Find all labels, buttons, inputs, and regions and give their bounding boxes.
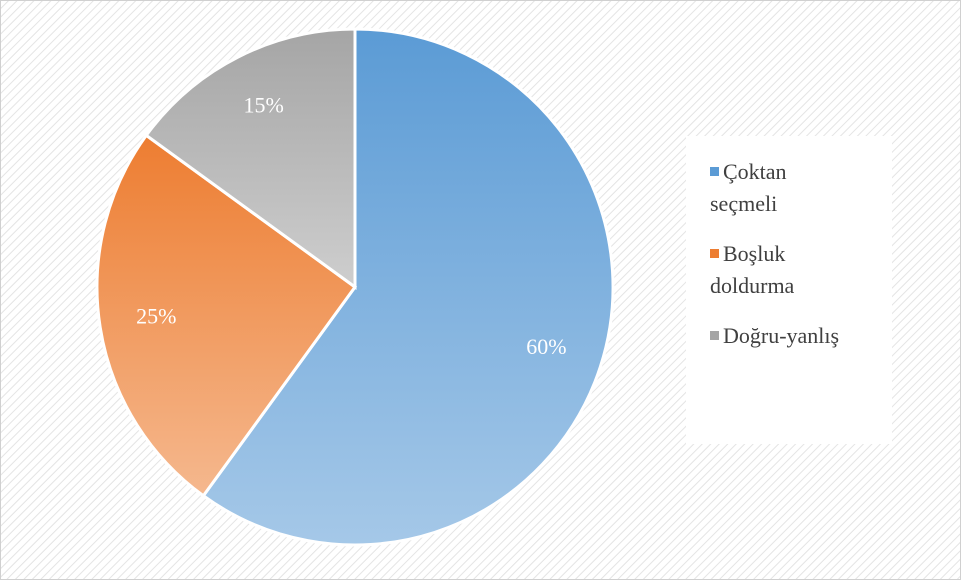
- legend-item: Çoktan seçmeli: [708, 156, 850, 220]
- legend-swatch: [710, 331, 719, 340]
- legend-swatch: [710, 167, 719, 176]
- legend-item: Doğru-yanlış: [708, 320, 850, 352]
- legend-label: Boşluk doldurma: [710, 241, 795, 298]
- pie-slice: [201, 27, 615, 547]
- slice-label: 60%: [526, 334, 566, 359]
- pie-slice: [95, 133, 358, 498]
- legend-label: Çoktan seçmeli: [710, 159, 787, 216]
- legend: Çoktan seçmeli Boşluk doldurma Doğru-yanlı…: [686, 136, 892, 444]
- pie-slice: [144, 27, 357, 290]
- slice-label: 15%: [243, 93, 283, 118]
- slice-label: 25%: [136, 304, 176, 329]
- legend-swatch: [710, 249, 719, 258]
- legend-item: Boşluk doldurma: [708, 238, 850, 302]
- legend-label: Doğru-yanlış: [723, 323, 840, 348]
